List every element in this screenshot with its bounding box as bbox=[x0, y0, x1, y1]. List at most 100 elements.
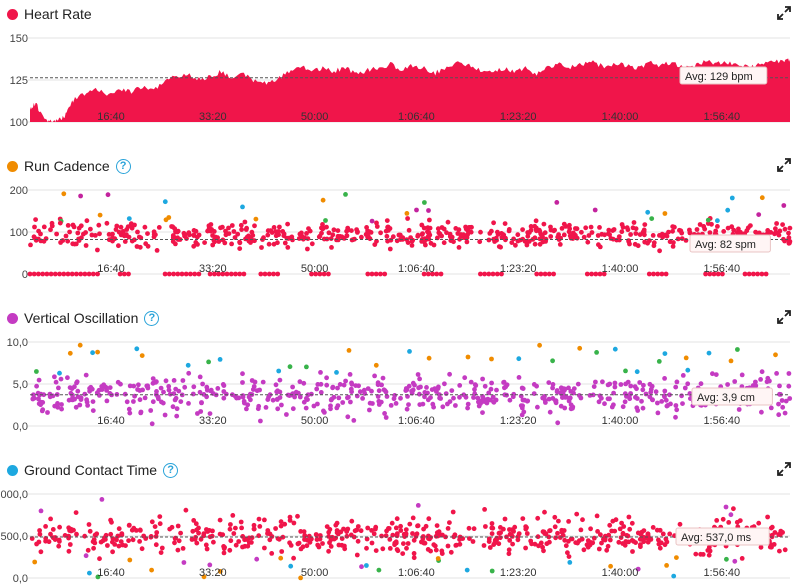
y-tick-label: 10,0 bbox=[7, 337, 28, 349]
data-point bbox=[343, 192, 348, 197]
data-point bbox=[619, 229, 625, 235]
data-point bbox=[305, 246, 310, 252]
data-point bbox=[426, 355, 432, 361]
data-point bbox=[142, 395, 148, 401]
data-point bbox=[491, 399, 497, 405]
data-point bbox=[662, 376, 667, 381]
data-point bbox=[547, 409, 553, 415]
data-point bbox=[38, 508, 44, 514]
data-point bbox=[233, 525, 238, 531]
data-point bbox=[208, 388, 213, 394]
data-point bbox=[32, 559, 38, 565]
data-point bbox=[273, 382, 279, 388]
data-point bbox=[204, 546, 210, 552]
data-point bbox=[773, 230, 779, 236]
data-point bbox=[383, 389, 389, 395]
data-point bbox=[195, 411, 200, 416]
data-point bbox=[580, 517, 585, 523]
data-point bbox=[314, 386, 320, 392]
data-point bbox=[486, 390, 492, 396]
data-point bbox=[137, 397, 143, 403]
data-point bbox=[739, 372, 745, 378]
data-point bbox=[597, 225, 602, 230]
data-point bbox=[52, 271, 58, 277]
data-point bbox=[34, 541, 39, 547]
data-point bbox=[174, 413, 180, 419]
average-label: Avg: 129 bpm bbox=[679, 66, 768, 85]
data-point bbox=[313, 532, 319, 537]
data-point bbox=[490, 271, 496, 277]
data-point bbox=[506, 227, 512, 232]
data-point bbox=[139, 353, 145, 358]
data-point bbox=[428, 240, 434, 246]
help-icon[interactable]: ? bbox=[115, 158, 131, 174]
data-point bbox=[561, 386, 567, 392]
data-point bbox=[50, 393, 56, 399]
data-point bbox=[405, 240, 411, 245]
data-point bbox=[69, 386, 75, 391]
data-point bbox=[52, 535, 58, 540]
data-point bbox=[159, 545, 165, 551]
data-point bbox=[410, 531, 415, 536]
data-point bbox=[559, 529, 565, 535]
data-point bbox=[171, 271, 177, 277]
data-point bbox=[269, 551, 275, 556]
expand-icon[interactable] bbox=[777, 6, 791, 20]
data-point bbox=[451, 395, 456, 401]
data-point bbox=[562, 405, 568, 411]
data-point bbox=[149, 567, 155, 573]
data-point bbox=[374, 220, 379, 226]
data-point bbox=[602, 536, 608, 542]
data-point bbox=[379, 382, 384, 388]
data-point bbox=[662, 388, 668, 394]
data-point bbox=[701, 224, 707, 229]
data-point bbox=[441, 240, 447, 246]
data-point bbox=[763, 271, 769, 277]
data-point bbox=[221, 550, 227, 556]
expand-icon[interactable] bbox=[777, 158, 791, 172]
data-point bbox=[335, 228, 341, 233]
data-point bbox=[707, 271, 713, 277]
data-point bbox=[660, 234, 665, 240]
x-tick-label: 1:23:20 bbox=[500, 263, 537, 275]
data-point bbox=[703, 271, 708, 277]
expand-icon[interactable] bbox=[777, 462, 791, 476]
data-point bbox=[461, 232, 466, 237]
data-point bbox=[158, 550, 164, 555]
data-point bbox=[415, 523, 421, 529]
data-point bbox=[376, 398, 382, 404]
data-point bbox=[105, 192, 111, 198]
data-point bbox=[104, 220, 110, 226]
help-icon[interactable]: ? bbox=[163, 462, 179, 478]
data-point bbox=[328, 544, 334, 549]
help-icon[interactable]: ? bbox=[144, 310, 160, 326]
data-point bbox=[82, 271, 88, 277]
data-point bbox=[655, 410, 661, 416]
data-point bbox=[557, 535, 563, 540]
data-point bbox=[595, 233, 601, 238]
data-point bbox=[610, 518, 616, 524]
x-tick-label: 1:40:00 bbox=[602, 415, 639, 427]
data-point bbox=[621, 524, 627, 529]
data-point bbox=[36, 228, 41, 234]
data-point bbox=[240, 380, 245, 385]
expand-icon[interactable] bbox=[777, 310, 791, 324]
data-point bbox=[172, 540, 177, 546]
data-point bbox=[233, 271, 238, 277]
data-point bbox=[113, 227, 119, 232]
data-point bbox=[150, 376, 156, 381]
data-point bbox=[330, 232, 336, 238]
data-point bbox=[284, 412, 289, 417]
data-point bbox=[776, 412, 782, 418]
data-point bbox=[650, 525, 656, 530]
data-point bbox=[86, 522, 92, 527]
data-point bbox=[423, 242, 428, 248]
data-point bbox=[136, 382, 141, 388]
data-point bbox=[640, 387, 646, 393]
data-point bbox=[126, 406, 132, 412]
data-point bbox=[346, 348, 352, 353]
data-point bbox=[398, 523, 403, 529]
data-point bbox=[494, 271, 500, 277]
data-point bbox=[567, 222, 572, 228]
data-point bbox=[84, 218, 90, 224]
